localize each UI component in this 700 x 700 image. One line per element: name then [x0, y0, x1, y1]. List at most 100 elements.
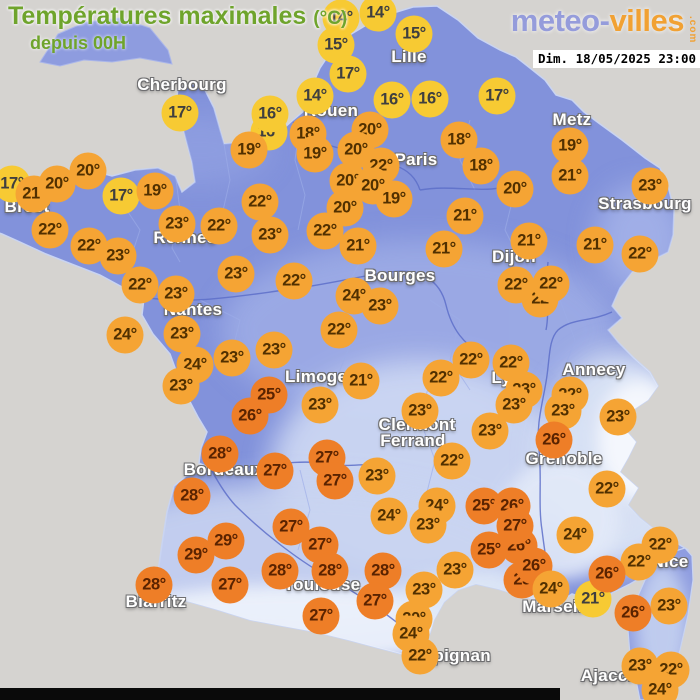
- temp-bubble: 24°: [370, 497, 408, 535]
- temp-bubble: 22°: [320, 311, 358, 349]
- temp-bubble: 26°: [614, 594, 652, 632]
- temp-bubble: 14°: [296, 77, 334, 115]
- temp-bubble: 22°: [275, 262, 313, 300]
- logo-suffix: .com: [687, 16, 698, 44]
- temp-bubble: 20°: [326, 189, 364, 227]
- temp-bubble: 18°: [462, 147, 500, 185]
- temp-bubble: 26°: [535, 421, 573, 459]
- temp-bubble: 17°: [478, 77, 516, 115]
- page-subtitle: depuis 00H: [30, 33, 127, 53]
- temp-bubble: 16°: [251, 95, 289, 133]
- temp-bubble: 21°: [510, 222, 548, 260]
- temp-bubble: 16°: [411, 80, 449, 118]
- page-title: Températures maximales (°C): [8, 2, 348, 30]
- temp-bubble: 21°: [446, 197, 484, 235]
- temp-bubble: 22°: [532, 265, 570, 303]
- temp-bubble: 28°: [201, 435, 239, 473]
- temp-bubble: 23°: [471, 412, 509, 450]
- date-badge: Dim. 18/05/2025 23:00: [532, 50, 700, 68]
- temp-bubble: 25°: [465, 487, 503, 525]
- temp-bubble: 23°: [163, 315, 201, 353]
- temp-bubble: 23°: [401, 392, 439, 430]
- temp-bubble: 26°: [588, 555, 626, 593]
- temp-bubble: 23°: [631, 167, 669, 205]
- temp-bubble: 27°: [302, 597, 340, 635]
- temp-bubble: 15°: [395, 15, 433, 53]
- temp-bubble: 23°: [158, 205, 196, 243]
- temp-bubble: 22°: [497, 266, 535, 304]
- city-label-metz: Metz: [552, 110, 592, 129]
- temp-bubble: 17°: [102, 177, 140, 215]
- temp-bubble: 23°: [162, 367, 200, 405]
- temp-bubble: 23°: [157, 275, 195, 313]
- temp-bubble: 23°: [301, 386, 339, 424]
- temp-bubble: 23°: [255, 331, 293, 369]
- temp-bubble: 29°: [177, 536, 215, 574]
- temp-bubble: 23°: [213, 339, 251, 377]
- city-label-ferrand: Ferrand: [380, 431, 446, 450]
- temp-bubble: 27°: [211, 566, 249, 604]
- temp-bubble: 22°: [620, 543, 658, 581]
- temp-bubble: 27°: [496, 507, 534, 545]
- temp-bubble: 22°: [200, 207, 238, 245]
- temp-bubble: 17°: [329, 55, 367, 93]
- temp-bubble: 21°: [342, 362, 380, 400]
- logo-part2: villes: [609, 3, 684, 38]
- city-label-limoges: Limoges: [284, 367, 358, 386]
- temp-bubble: 22°: [588, 470, 626, 508]
- city-label-paris: Paris: [394, 150, 438, 169]
- temp-bubble: 22°: [241, 183, 279, 221]
- temp-bubble: 23°: [436, 551, 474, 589]
- temp-bubble: 22°: [121, 266, 159, 304]
- temp-bubble: 28°: [173, 477, 211, 515]
- temp-bubble: 16°: [373, 81, 411, 119]
- page-title-unit: (°C): [313, 8, 348, 29]
- city-label-annecy: Annecy: [562, 360, 626, 379]
- temp-bubble: 25°: [470, 531, 508, 569]
- temp-bubble: 23°: [358, 457, 396, 495]
- temp-bubble: 21°: [425, 230, 463, 268]
- temp-bubble: 27°: [272, 508, 310, 546]
- temp-bubble: 22°: [31, 211, 69, 249]
- temp-bubble: 20°: [69, 152, 107, 190]
- temp-bubble: 22°: [401, 637, 439, 675]
- temp-bubble: 20°: [38, 165, 76, 203]
- temp-bubble: 19°: [296, 135, 334, 173]
- temp-bubble: 19°: [375, 180, 413, 218]
- temp-bubble: 17°: [161, 94, 199, 132]
- temp-bubble: 22°: [433, 442, 471, 480]
- temp-bubble: 28°: [135, 566, 173, 604]
- temp-bubble: 27°: [256, 452, 294, 490]
- temp-bubble: 23°: [599, 398, 637, 436]
- temp-bubble: 14°: [359, 0, 397, 32]
- temp-bubble: 23°: [650, 587, 688, 625]
- temp-bubble: 20°: [337, 131, 375, 169]
- temp-bubble: 21°: [551, 157, 589, 195]
- temp-bubble: 22°: [452, 341, 490, 379]
- temp-bubble: 21°: [339, 227, 377, 265]
- meteo-villes-logo[interactable]: meteo-villes: [511, 3, 685, 39]
- temp-bubble: 22°: [306, 212, 344, 250]
- temp-bubble: 28°: [261, 552, 299, 590]
- temp-bubble: 26°: [231, 397, 269, 435]
- temp-bubble: 27°: [316, 462, 354, 500]
- temp-bubble: 24°: [556, 516, 594, 554]
- temp-bubble: 27°: [356, 582, 394, 620]
- bottom-bar: [0, 688, 560, 700]
- temp-bubble: 23°: [217, 255, 255, 293]
- temp-bubble: 23°: [409, 506, 447, 544]
- england-shape: [39, 17, 173, 67]
- temp-bubble: 19°: [136, 172, 174, 210]
- temp-bubble: 24°: [106, 316, 144, 354]
- temp-bubble: 24°: [532, 570, 570, 608]
- temp-bubble: 23°: [361, 287, 399, 325]
- city-label-cherbourg: Cherbourg: [137, 75, 227, 94]
- temp-bubble: 24°: [641, 671, 679, 700]
- temp-bubble: 23°: [251, 216, 289, 254]
- temp-bubble: 20°: [496, 170, 534, 208]
- temp-bubble: 19°: [230, 131, 268, 169]
- temp-bubble: 28°: [311, 552, 349, 590]
- temp-bubble: 22°: [621, 235, 659, 273]
